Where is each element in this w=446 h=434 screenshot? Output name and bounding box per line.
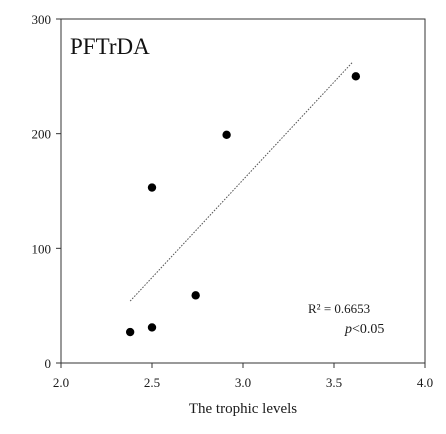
x-tick-labels: 2.0 2.5 3.0 3.5 4.0: [53, 375, 433, 390]
x-tick-label: 2.0: [53, 375, 69, 390]
p-value-threshold: <0.05: [352, 322, 384, 337]
data-point: [147, 183, 157, 192]
data-point: [351, 72, 361, 81]
x-tick-label: 2.5: [144, 375, 160, 390]
x-axis-title: The trophic levels: [189, 401, 297, 417]
y-tick-label: 200: [32, 127, 52, 142]
data-point: [191, 291, 200, 300]
data-point: [125, 327, 135, 337]
y-tick-label: 0: [45, 356, 52, 371]
p-value-symbol: p: [344, 322, 352, 337]
trendline: [129, 62, 353, 302]
y-tick-label: 300: [32, 12, 52, 27]
chart-title: PFTrDA: [70, 34, 150, 59]
y-tick-label: 100: [32, 241, 52, 256]
data-point: [147, 323, 157, 332]
x-tick-label: 3.5: [326, 375, 342, 390]
plot-frame: [60, 18, 426, 364]
x-tick-label: 4.0: [417, 375, 433, 390]
data-point: [222, 130, 231, 140]
x-tick-label: 3.0: [235, 375, 251, 390]
y-tick-labels: 0 100 200 300: [32, 12, 52, 371]
p-value-annotation: p<0.05: [344, 322, 384, 337]
data-points: [125, 72, 361, 337]
r-squared-annotation: R² = 0.6653: [308, 301, 370, 316]
axis-ticks: [56, 18, 426, 368]
